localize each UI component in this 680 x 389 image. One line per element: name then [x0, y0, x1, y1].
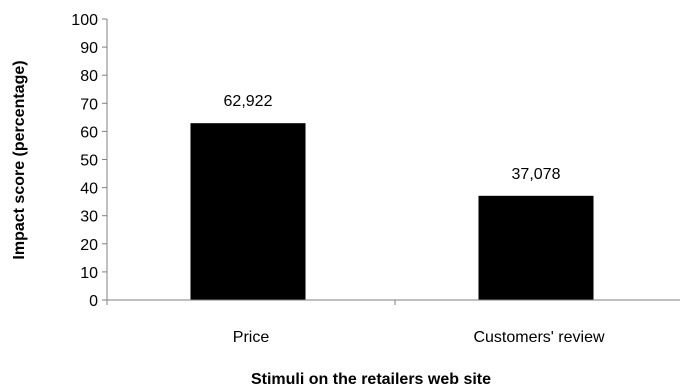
bar — [478, 195, 594, 300]
y-tick-label: 100 — [71, 12, 98, 29]
y-tick-label: 30 — [80, 209, 98, 226]
bar — [190, 123, 306, 300]
y-tick-label: 40 — [80, 181, 98, 198]
y-tick-label: 20 — [80, 237, 98, 254]
bar-data-label: 37,078 — [512, 166, 561, 183]
y-tick-label: 60 — [80, 124, 98, 141]
x-axis-title: Stimuli on the retailers web site — [251, 371, 491, 388]
y-tick-label: 50 — [80, 153, 98, 170]
y-tick-label: 10 — [80, 265, 98, 282]
y-axis-ticks: 0 10 20 30 40 50 60 70 80 90 100 — [71, 12, 107, 310]
data-labels: 62,922 37,078 — [224, 93, 561, 183]
x-category-label: Price — [233, 329, 270, 346]
y-tick-label: 0 — [89, 293, 98, 310]
x-category-label: Customers' review — [473, 329, 605, 346]
x-axis-category-labels: Price Customers' review — [106, 300, 605, 346]
y-tick-label: 70 — [80, 96, 98, 113]
y-axis-title: Impact score (percentage) — [11, 60, 28, 259]
bars — [190, 123, 594, 300]
y-tick-label: 90 — [80, 40, 98, 57]
bar-data-label: 62,922 — [224, 93, 273, 110]
y-tick-label: 80 — [80, 68, 98, 85]
